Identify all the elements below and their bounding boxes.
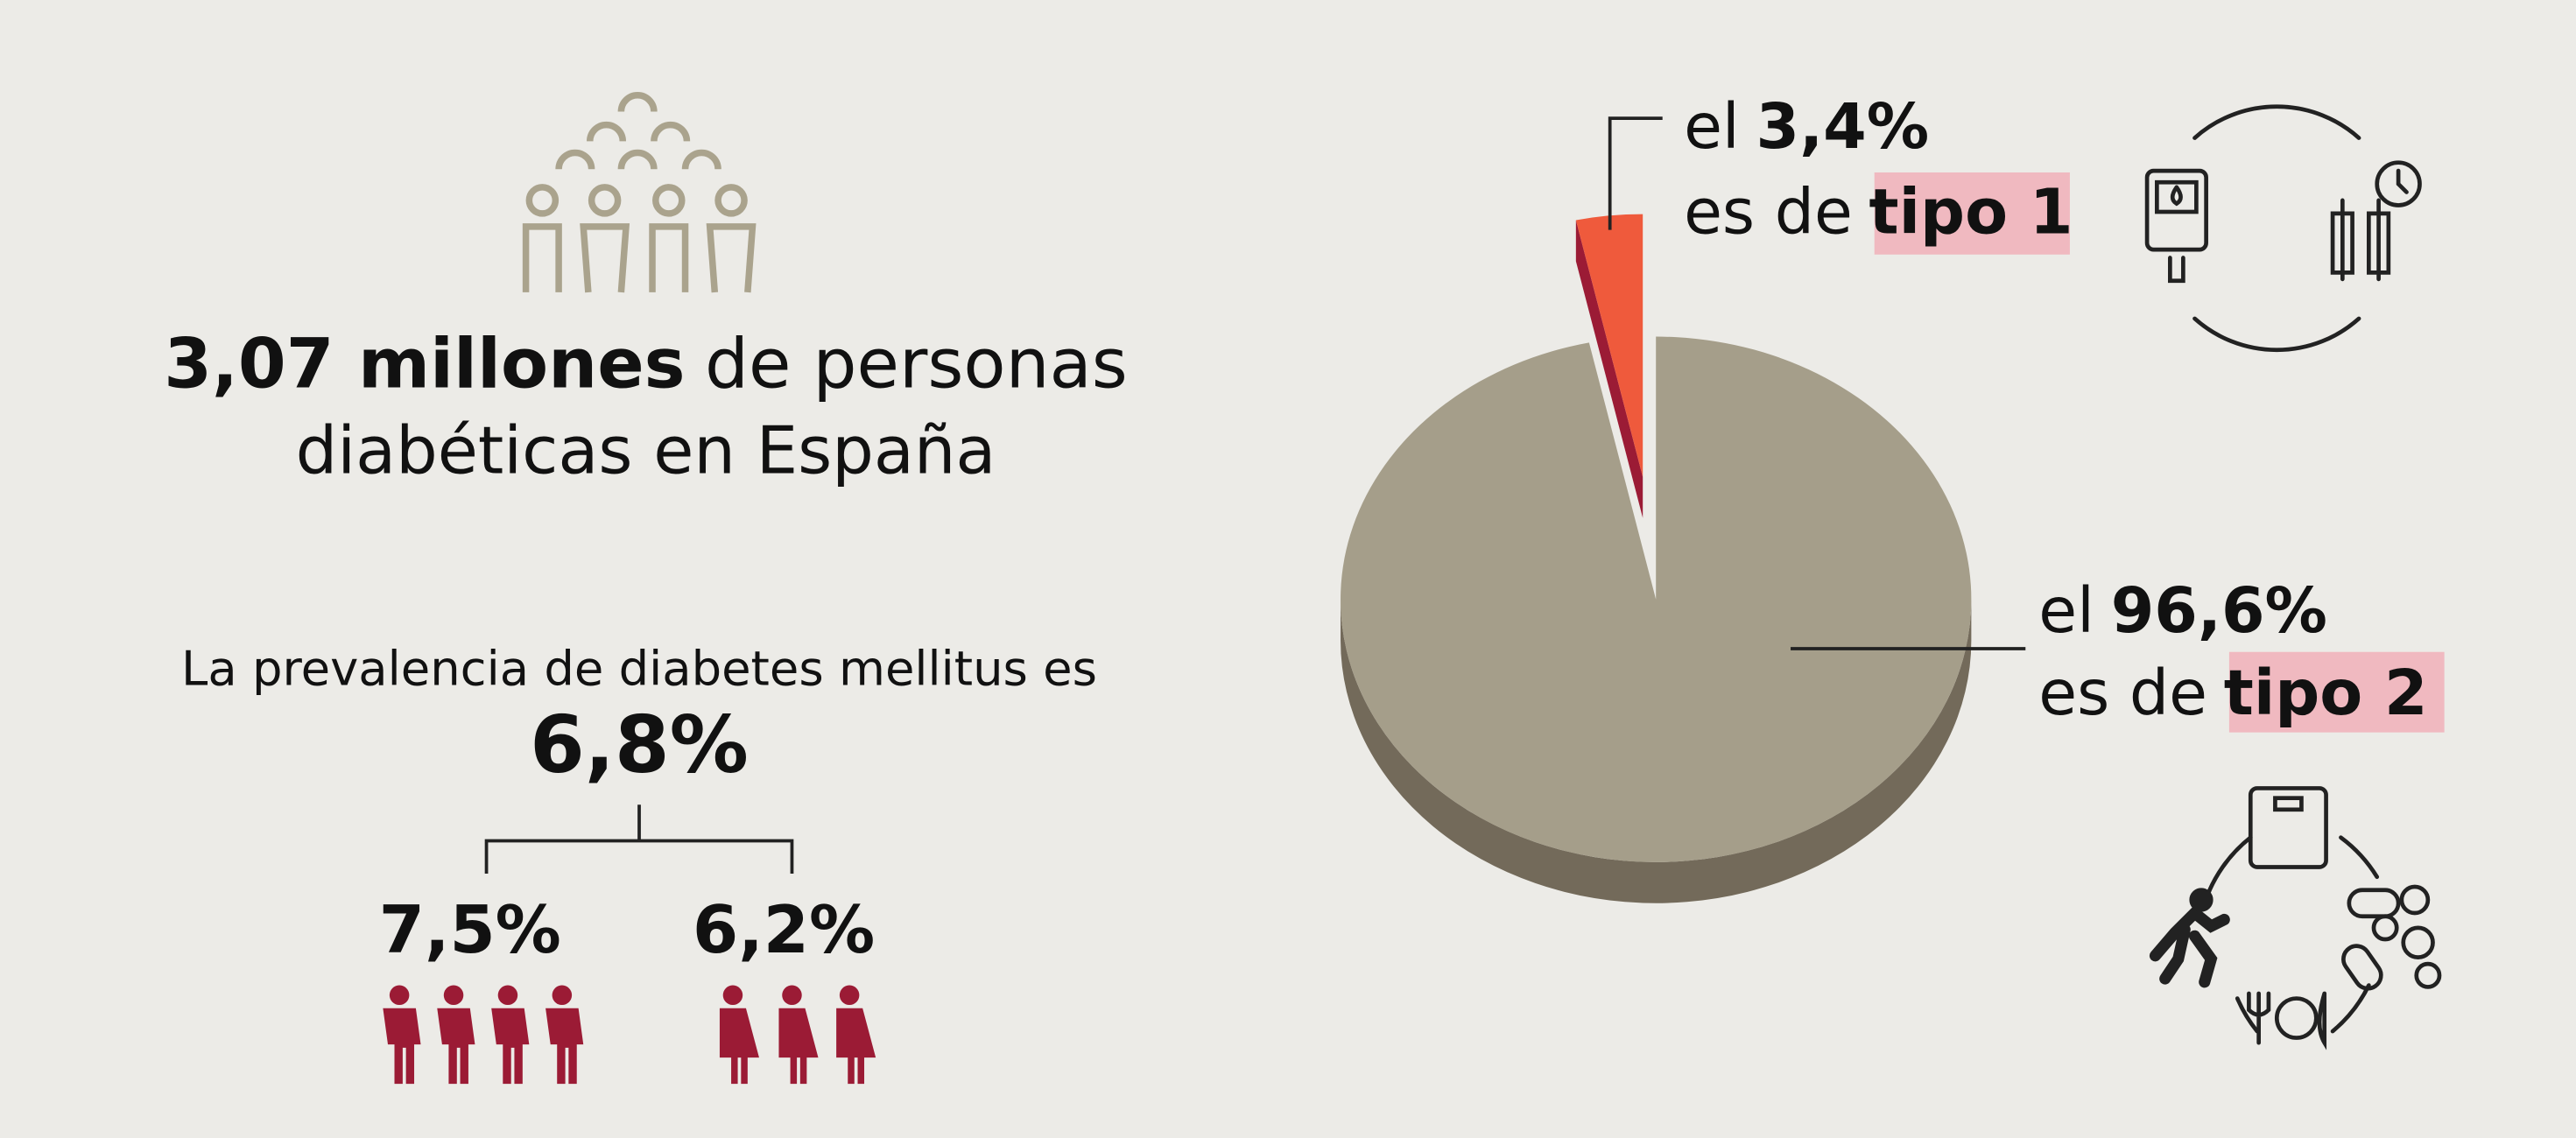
pie [1341, 214, 1972, 903]
men-icons [383, 985, 584, 1085]
value-label: 96,6% [2111, 574, 2327, 647]
highlight [1874, 172, 2070, 255]
headline: 3,07 millones de personas [164, 324, 1128, 404]
label-tipo1: el 3,4% [1684, 90, 1929, 163]
label-tipo1: es de tipo 1 [1684, 175, 2073, 248]
tipo2-icons [2149, 786, 2442, 1050]
highlight [2228, 651, 2445, 733]
tipo1-icons [2144, 104, 2422, 353]
prevalence-women: 6,2% [693, 891, 875, 968]
headline-line2: diabéticas en España [296, 411, 996, 488]
headline-rest: de personas [705, 324, 1128, 404]
prevalence-text: La prevalencia de diabetes mellitus es [181, 641, 1097, 696]
label-tipo2: el 96,6% [2038, 574, 2327, 647]
label-tipo2: es de tipo 2 [2038, 657, 2427, 729]
women-icons [719, 985, 876, 1085]
leader-line [1608, 116, 1663, 230]
prevalence-total: 6,8% [530, 699, 749, 791]
value-label: 3,4% [1756, 90, 1930, 163]
category: tipo 1 [1869, 175, 2073, 248]
people-icon [522, 92, 757, 293]
headline-bold: 3,07 millones [164, 324, 685, 404]
prevalence-men: 7,5% [379, 891, 561, 968]
pie-slice [1341, 336, 1972, 862]
category: tipo 2 [2224, 657, 2428, 729]
pie-side [1341, 599, 1972, 903]
prefix: el [2038, 574, 2094, 647]
bracket [484, 804, 794, 874]
middle: es de [2038, 657, 2207, 729]
prefix: el [1684, 90, 1740, 163]
pie-slice [1575, 214, 1643, 477]
middle: es de [1684, 175, 1853, 248]
pie-side [1575, 220, 1643, 518]
